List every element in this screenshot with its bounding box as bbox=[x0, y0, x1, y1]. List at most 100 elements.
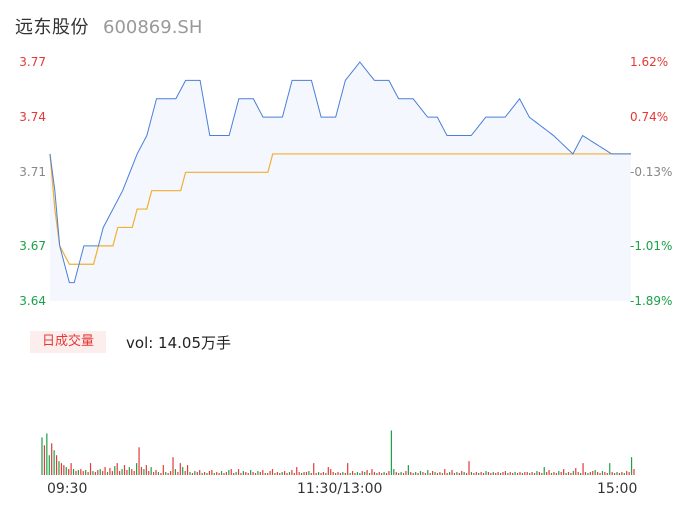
volume-bar bbox=[51, 443, 53, 475]
volume-bar bbox=[55, 455, 58, 475]
volume-bar bbox=[245, 472, 247, 475]
volume-bar bbox=[276, 472, 278, 475]
volume-bar bbox=[422, 472, 424, 475]
volume-bar bbox=[424, 473, 426, 475]
volume-bar bbox=[99, 469, 101, 475]
volume-bar bbox=[322, 472, 325, 475]
volume-bar bbox=[628, 472, 630, 475]
volume-bar bbox=[529, 473, 531, 475]
volume-bar bbox=[354, 473, 356, 475]
volume-bar bbox=[572, 471, 574, 475]
volume-bar bbox=[162, 465, 164, 475]
daily-volume-tab[interactable]: 日成交量 bbox=[30, 331, 107, 353]
volume-bar bbox=[155, 470, 157, 475]
volume-bar bbox=[502, 472, 504, 475]
volume-bar bbox=[46, 433, 48, 475]
volume-bar bbox=[388, 471, 390, 475]
volume-bar bbox=[228, 470, 230, 475]
volume-bar bbox=[310, 473, 312, 475]
volume-bar bbox=[533, 473, 536, 475]
volume-bar bbox=[405, 471, 407, 475]
volume-bar bbox=[563, 469, 565, 475]
volume-bar bbox=[456, 472, 458, 475]
volume-bar bbox=[356, 472, 359, 475]
volume-bar bbox=[218, 473, 220, 475]
volume-bar bbox=[157, 472, 160, 475]
volume-bar bbox=[446, 473, 448, 475]
volume-bar bbox=[208, 471, 211, 475]
volume-bar bbox=[82, 471, 84, 475]
volume-bar bbox=[480, 472, 482, 475]
volume-bar bbox=[313, 463, 315, 475]
volume-bar bbox=[80, 469, 82, 475]
volume-bar bbox=[548, 470, 550, 475]
volume-bar bbox=[611, 472, 613, 475]
volume-bar bbox=[514, 472, 516, 475]
volume-bar bbox=[262, 470, 264, 475]
volume-bar bbox=[393, 469, 395, 475]
volume-bar bbox=[106, 472, 109, 475]
volume-bar bbox=[303, 472, 305, 475]
volume-bar bbox=[203, 472, 206, 475]
volume-bar bbox=[364, 472, 366, 475]
volume-bar bbox=[237, 469, 240, 475]
volume-bar bbox=[584, 472, 587, 475]
volume-bar bbox=[85, 470, 87, 475]
volume-bar bbox=[567, 472, 570, 475]
volume-bar bbox=[490, 473, 492, 475]
volume-bar bbox=[478, 473, 480, 475]
volume-bar bbox=[225, 472, 227, 475]
volume-bar bbox=[111, 471, 113, 475]
volume-bar bbox=[286, 473, 288, 475]
volume-bar bbox=[301, 473, 303, 475]
volume-bar bbox=[87, 472, 89, 475]
volume-bar bbox=[308, 471, 310, 475]
volume-bar bbox=[546, 472, 548, 475]
volume-bar bbox=[436, 473, 439, 475]
volume-bar bbox=[468, 461, 470, 475]
volume-bar bbox=[196, 472, 198, 475]
volume-bar bbox=[473, 473, 475, 475]
volume-bar bbox=[439, 472, 441, 475]
volume-bar bbox=[126, 470, 128, 475]
price-area-fill bbox=[50, 62, 631, 301]
volume-bar bbox=[199, 470, 201, 475]
volume-bar bbox=[194, 471, 196, 475]
volume-bar bbox=[186, 465, 189, 475]
volume-bar bbox=[509, 472, 511, 475]
volume-bar bbox=[599, 473, 601, 475]
volume-bar bbox=[97, 470, 99, 475]
volume-bar bbox=[342, 472, 344, 475]
volume-bar bbox=[89, 463, 92, 475]
volume-bar bbox=[351, 471, 354, 475]
volume-bar bbox=[63, 465, 65, 475]
volume-bar bbox=[487, 472, 490, 475]
volume-bar bbox=[70, 463, 72, 475]
volume-bar bbox=[172, 457, 174, 475]
volume-bar bbox=[150, 467, 152, 475]
volume-bar bbox=[434, 472, 436, 475]
intraday-price-chart[interactable] bbox=[0, 0, 686, 320]
volume-bar bbox=[432, 471, 434, 475]
volume-bar bbox=[138, 447, 140, 475]
volume-bar bbox=[499, 473, 502, 475]
volume-bar bbox=[359, 473, 361, 475]
volume-bar bbox=[521, 473, 523, 475]
volume-bar bbox=[381, 473, 383, 475]
volume-bar bbox=[114, 466, 116, 475]
volume-bar bbox=[211, 470, 213, 475]
volume-bar bbox=[465, 473, 468, 475]
volume-bar bbox=[604, 472, 606, 475]
volume-bar bbox=[131, 469, 133, 475]
volume-bar bbox=[453, 473, 456, 475]
volume-bar bbox=[252, 472, 254, 475]
volume-bar bbox=[371, 469, 373, 475]
volume-bar bbox=[609, 463, 611, 475]
volume-bar bbox=[580, 473, 582, 475]
volume-bar bbox=[519, 472, 521, 475]
volume-bar bbox=[618, 473, 621, 475]
volume-bar bbox=[41, 437, 43, 475]
volume-bar bbox=[148, 471, 150, 475]
volume-bar bbox=[48, 455, 50, 475]
